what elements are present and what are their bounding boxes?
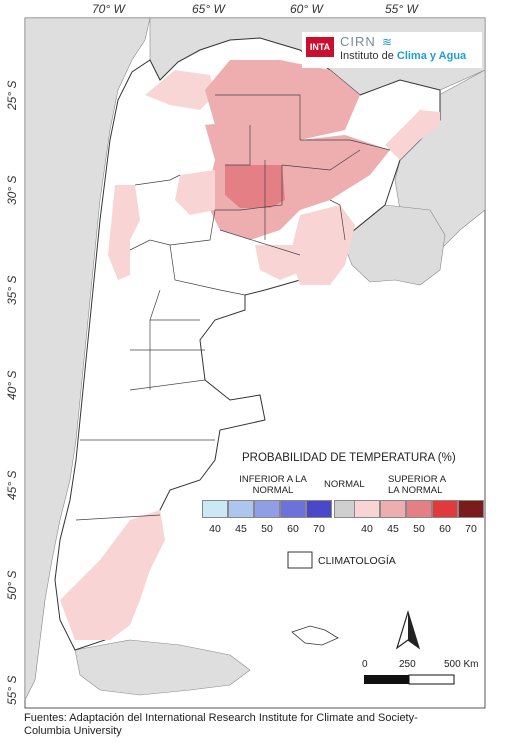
legend-below-label: INFERIOR A LA NORMAL (239, 474, 307, 496)
legend-tick: 60 (287, 523, 299, 535)
institute-name: Instituto de Clima y Agua (340, 50, 466, 62)
legend-tick: 45 (387, 523, 399, 535)
legend-swatch-below (306, 500, 332, 518)
legend-swatch-below (228, 500, 254, 518)
legend-above-label: SUPERIOR A LA NORMAL (388, 474, 446, 496)
lat-label: 45° S (5, 471, 19, 500)
legend-title: PROBABILIDAD DE TEMPERATURA (%) (242, 452, 456, 464)
institute-highlight: Clima y Agua (396, 50, 467, 62)
legend-swatch-above (406, 500, 432, 518)
legend-swatch-below (202, 500, 228, 518)
scale-label: 0 (362, 659, 368, 670)
legend-swatch-above (458, 500, 484, 518)
source-footer: Fuentes: Adaptación del International Re… (24, 712, 418, 737)
anomaly-shading (60, 60, 440, 640)
legend-normal-label: NORMAL (324, 479, 365, 490)
north-arrow-icon (395, 609, 421, 650)
legend-swatch-above (380, 500, 406, 518)
lat-label: 35° S (5, 276, 19, 305)
legend-tick: 45 (235, 523, 247, 535)
legend-swatch-above (354, 500, 380, 518)
climatology-swatch (287, 551, 313, 569)
malvinas-islands (291, 625, 339, 646)
legend-tick: 40 (361, 523, 373, 535)
inta-cirn-logo: INTA CIRN ≋ Instituto de Clima y Agua (302, 32, 482, 68)
lat-label: 30° S (5, 176, 19, 205)
legend-tick: 50 (413, 523, 425, 535)
legend-tick: 60 (439, 523, 451, 535)
waves-icon: ≋ (382, 35, 393, 49)
latitude-labels: 25° S 30° S 35° S 40° S 45° S 50° S 55° … (5, 81, 19, 705)
legend-tick: 50 (261, 523, 273, 535)
legend-tick: 40 (209, 523, 221, 535)
lat-label: 55° S (5, 676, 19, 705)
cirn-text: CIRN (340, 34, 376, 49)
lon-label: 65° W (192, 2, 226, 16)
scale-bar: 0 250 500 Km (362, 659, 478, 685)
lon-label: 60° W (290, 2, 324, 16)
scale-label: 500 Km (444, 659, 478, 670)
institute-prefix: Instituto de (340, 50, 397, 62)
legend-swatch-below (254, 500, 280, 518)
longitude-labels: 70° W 65° W 60° W 55° W (92, 2, 419, 16)
inta-logo: INTA (306, 37, 334, 57)
legend-swatch-above (432, 500, 458, 518)
legend-tick: 70 (313, 523, 325, 535)
lat-label: 40° S (5, 371, 19, 400)
province-boundaries (75, 94, 391, 521)
lon-label: 70° W (92, 2, 126, 16)
legend-swatch-below (280, 500, 306, 518)
lat-label: 50° S (5, 571, 19, 600)
lon-label: 55° W (385, 2, 419, 16)
legend-tick: 70 (465, 523, 477, 535)
lat-label: 25° S (5, 81, 19, 111)
scale-label: 250 (399, 659, 416, 670)
climatology-label: CLIMATOLOGÍA (318, 554, 396, 567)
